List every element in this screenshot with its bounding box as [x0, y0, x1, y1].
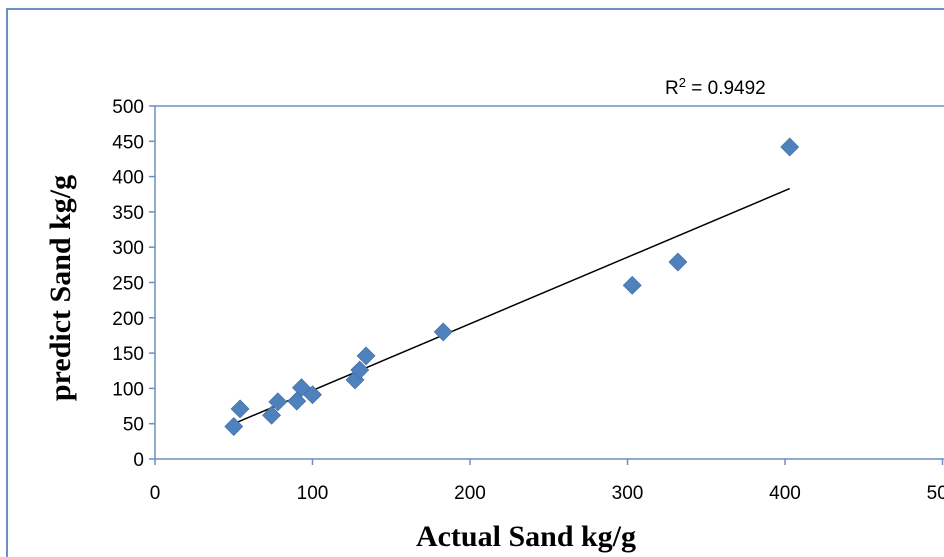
data-point: [668, 252, 688, 272]
x-tick-label: 100: [297, 483, 329, 504]
y-tick-label: 250: [112, 274, 144, 295]
plot-area: [154, 105, 944, 460]
data-point: [356, 346, 376, 366]
x-tick-label: 200: [454, 483, 486, 504]
r-squared-annotation: R2 = 0.9492: [665, 75, 766, 99]
y-tick-label: 500: [112, 97, 144, 118]
y-tick-label: 450: [112, 132, 144, 153]
data-point: [268, 392, 288, 412]
y-tick-label: 200: [112, 309, 144, 330]
x-tick-label: 300: [612, 483, 644, 504]
x-tick-label: 0: [150, 483, 161, 504]
data-points: [224, 137, 800, 436]
y-axis-title: predict Sand kg/g: [44, 175, 77, 401]
y-tick-label: 0: [133, 450, 144, 471]
data-point: [224, 417, 244, 436]
x-axis-title: Actual Sand kg/g: [416, 520, 636, 553]
y-tick-label: 100: [112, 379, 144, 400]
data-point: [622, 275, 642, 295]
data-point: [262, 405, 281, 425]
data-point: [230, 399, 250, 419]
y-axis-ticks: 0 50 100 150 200 250 300 350 400 450 500: [112, 97, 155, 471]
y-tick-label: 400: [112, 168, 144, 189]
x-axis-ticks: 0 100 200 300 400 500: [150, 459, 944, 504]
x-tick-label: 400: [769, 483, 801, 504]
data-point: [433, 322, 453, 342]
data-point: [303, 385, 322, 405]
y-tick-label: 50: [123, 415, 144, 436]
x-tick-label: 500: [927, 483, 944, 504]
trendline: [233, 187, 791, 425]
y-tick-label: 150: [112, 344, 144, 365]
data-point: [780, 137, 800, 157]
y-tick-label: 300: [112, 238, 144, 259]
y-tick-label: 350: [112, 203, 144, 224]
r-squared-superscript: 2: [679, 75, 686, 90]
data-point: [350, 360, 370, 380]
